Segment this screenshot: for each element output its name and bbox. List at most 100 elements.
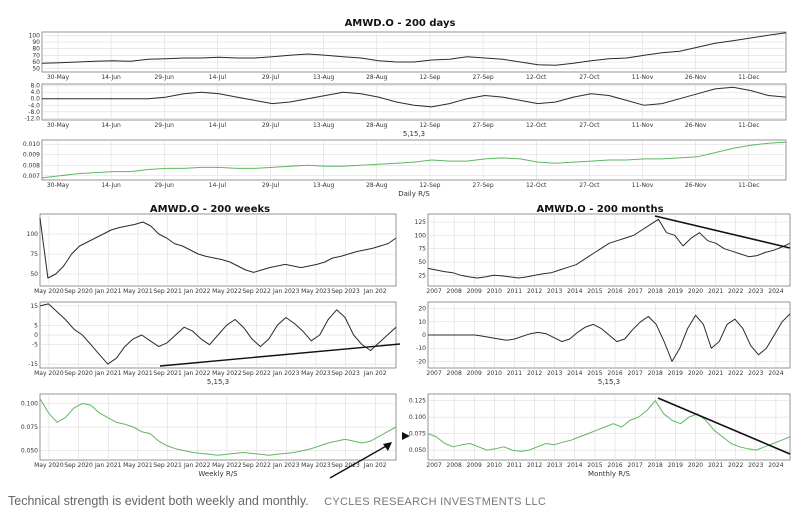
monthly-oscillator-xtick-label-8: 2015: [587, 370, 602, 377]
daily-oscillator-xtick-label-10: 27-Oct: [579, 122, 600, 129]
daily-oscillator-ytick-label-0: 8.0: [30, 83, 40, 90]
daily-relative-strength-plot-area: [41, 139, 787, 181]
weekly-relative-strength-xtick-label-1: Sep 2020: [64, 462, 93, 469]
monthly-title-text: AMWD.O - 200 months: [536, 204, 663, 215]
daily-price-xtick-label-3: 14-Jul: [209, 74, 227, 81]
weekly-price-xtick-label-0: May 2020: [34, 288, 64, 295]
weekly-chart-title: AMWD.O - 200 weeks: [150, 204, 270, 215]
weekly-relative-strength-xtick-label-8: Jan 2023: [272, 462, 300, 469]
daily-oscillator-ytick-label-4: -8.0: [28, 109, 40, 116]
daily-price-xtick-label-0: 30-May: [47, 74, 70, 81]
weekly-price-xtick-label-4: Sep 2021: [153, 288, 182, 295]
monthly-price-downtrend-line: [654, 215, 791, 249]
weekly-relative-strength-xtick-label-11: Jan 202: [363, 462, 387, 469]
monthly-rs-panel: 0.125 0.100 0.075 0.050 2007 2008 2009 2010 2011…: [409, 393, 791, 478]
monthly-price-xtick-label-5: 2012: [527, 288, 542, 295]
daily-title-text: AMWD.O - 200 days: [345, 18, 456, 29]
daily-oscillator-xtick-label-7: 12-Sep: [419, 122, 440, 129]
trendline-annotations: [159, 215, 791, 479]
weekly-price-xtick-label-7: Sep 2022: [242, 288, 271, 295]
daily-price-xtick-label-2: 29-Jun: [154, 74, 174, 81]
weekly-price-ytick-label-0: 100: [27, 231, 39, 238]
daily-price-xtick-label-13: 11-Dec: [738, 74, 759, 81]
weekly-oscillator-xtick-label-9: May 2023: [301, 370, 331, 377]
monthly-price-xtick-label-17: 2024: [768, 288, 783, 295]
weekly-price-xtick-label-10: Sep 2023: [331, 288, 360, 295]
monthly-chart-title: AMWD.O - 200 months: [536, 204, 663, 215]
daily-price-xtick-label-4: 29-Jul: [262, 74, 280, 81]
weekly-price-ytick-label-2: 50: [30, 271, 38, 278]
daily-relative-strength-xtick-label-2: 29-Jun: [154, 182, 174, 189]
daily-relative-strength-xtick-label-10: 27-Oct: [579, 182, 600, 189]
monthly-relative-strength-xtick-label-0: 2007: [426, 462, 441, 469]
monthly-price-plot-area: [427, 213, 791, 287]
weekly-price-xtick-label-2: Jan 2021: [94, 288, 122, 295]
daily-price-xtick-label-11: 11-Nov: [632, 74, 654, 81]
monthly-price-xtick-label-14: 2021: [708, 288, 723, 295]
daily-relative-strength-xtick-label-8: 27-Sep: [473, 182, 494, 189]
monthly-relative-strength-xtick-label-3: 2010: [487, 462, 502, 469]
monthly-oscillator-xtick-label-4: 2011: [507, 370, 522, 377]
weekly-relative-strength-xtick-label-9: May 2023: [301, 462, 331, 469]
weekly-title-text: AMWD.O - 200 weeks: [150, 204, 270, 215]
daily-oscillator-xlabel: 5,15,3: [403, 130, 425, 138]
daily-price-xtick-label-7: 12-Sep: [419, 74, 440, 81]
monthly-oscillator-xlabel: 5,15,3: [598, 378, 620, 386]
daily-relative-strength-xtick-label-6: 28-Aug: [366, 182, 388, 189]
daily-relative-strength-xtick-label-11: 11-Nov: [632, 182, 654, 189]
daily-price-ytick-label-0: 100: [29, 32, 41, 39]
weekly-relative-strength-xtick-label-7: Sep 2022: [242, 462, 271, 469]
monthly-price-xtick-label-13: 2020: [688, 288, 703, 295]
monthly-oscillator-ytick-label-2: 0: [422, 332, 426, 339]
figure-caption: Technical strength is evident both weekl…: [8, 494, 798, 514]
daily-oscillator-xtick-label-2: 29-Jun: [154, 122, 174, 129]
monthly-oscillator-xtick-label-12: 2019: [668, 370, 683, 377]
caption-brand: CYCLES RESEARCH INVESTMENTS LLC: [324, 496, 547, 508]
monthly-price-ytick-label-1: 100: [415, 232, 427, 239]
daily-oscillator-xtick-label-5: 13-Aug: [313, 122, 335, 129]
daily-oscillator-xtick-label-13: 11-Dec: [738, 122, 759, 129]
monthly-price-series-line: [427, 218, 791, 279]
monthly-relative-strength-xtick-label-7: 2014: [567, 462, 582, 469]
monthly-relative-strength-xtick-label-10: 2017: [628, 462, 643, 469]
weekly-price-xtick-label-8: Jan 2023: [272, 288, 300, 295]
monthly-oscillator-xtick-label-13: 2020: [688, 370, 703, 377]
daily-chart-title: AMWD.O - 200 days: [345, 18, 456, 29]
daily-price-ytick-label-4: 60: [32, 59, 40, 66]
monthly-price-ytick-label-3: 50: [418, 259, 426, 266]
weekly-oscillator-xtick-label-8: Jan 2023: [272, 370, 300, 377]
center-arrow-icon: [402, 432, 410, 440]
daily-oscillator-xtick-label-1: 14-Jun: [101, 122, 121, 129]
monthly-price-xtick-label-6: 2013: [547, 288, 562, 295]
daily-price-xtick-label-6: 28-Aug: [366, 74, 388, 81]
weekly-relative-strength-xtick-label-3: May 2021: [123, 462, 153, 469]
daily-oscillator-xtick-label-8: 27-Sep: [473, 122, 494, 129]
monthly-oscillator-xtick-label-10: 2017: [628, 370, 643, 377]
monthly-price-ytick-label-2: 75: [418, 246, 426, 253]
monthly-oscillator-xtick-label-0: 2007: [426, 370, 441, 377]
weekly-relative-strength-ytick-label-2: 0.050: [21, 448, 38, 455]
weekly-oscillator-uptrend-line: [159, 343, 401, 367]
weekly-price-xtick-label-9: May 2023: [301, 288, 331, 295]
daily-price-xtick-label-10: 27-Oct: [579, 74, 600, 81]
weekly-oscillator-xtick-label-10: Sep 2023: [331, 370, 360, 377]
daily-price-xtick-label-12: 26-Nov: [685, 74, 707, 81]
weekly-oscillator-xtick-label-1: Sep 2020: [64, 370, 93, 377]
daily-relative-strength-xtick-label-0: 30-May: [47, 182, 70, 189]
daily-oscillator-xtick-label-4: 29-Jul: [262, 122, 280, 129]
daily-oscillator-series-line: [42, 86, 787, 108]
daily-oscillator-ytick-label-3: -4.0: [28, 102, 40, 109]
weekly-relative-strength-xtick-label-4: Sep 2021: [153, 462, 182, 469]
weekly-relative-strength-xtick-label-6: May 2022: [212, 462, 242, 469]
monthly-price-xtick-label-2: 2009: [467, 288, 482, 295]
monthly-price-xtick-label-3: 2010: [487, 288, 502, 295]
monthly-oscillator-xtick-label-16: 2023: [748, 370, 763, 377]
monthly-oscillator-ytick-label-0: 20: [418, 306, 426, 313]
weekly-oscillator-xtick-label-7: Sep 2022: [242, 370, 271, 377]
monthly-relative-strength-xtick-label-4: 2011: [507, 462, 522, 469]
monthly-relative-strength-xlabel: Monthly R/S: [588, 470, 630, 478]
weekly-price-xtick-label-3: May 2021: [123, 288, 153, 295]
weekly-relative-strength-ytick-label-1: 0.075: [21, 424, 38, 431]
